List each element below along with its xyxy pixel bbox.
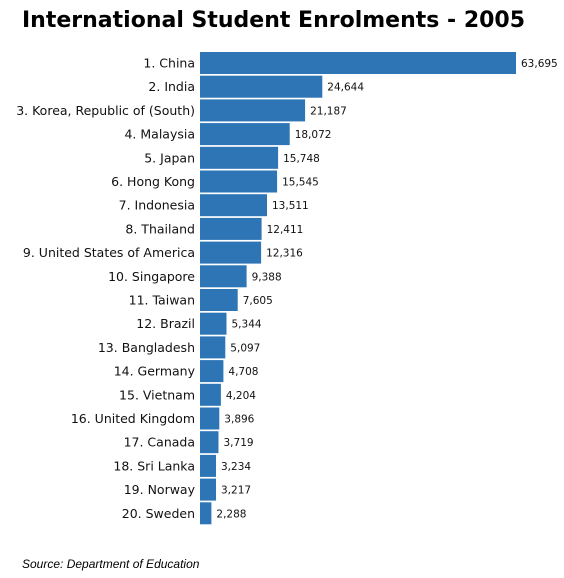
bar bbox=[200, 241, 262, 264]
chart-title: International Student Enrolments - 2005 bbox=[22, 8, 526, 33]
category-label: 5. Japan bbox=[144, 150, 195, 165]
bar bbox=[200, 407, 220, 430]
bar bbox=[200, 146, 279, 169]
category-label: 19. Norway bbox=[124, 482, 196, 497]
value-label: 15,748 bbox=[283, 153, 320, 165]
value-label: 7,605 bbox=[243, 295, 273, 307]
source-note: Source: Department of Education bbox=[22, 557, 200, 571]
value-label: 13,511 bbox=[272, 200, 309, 212]
value-label: 3,217 bbox=[221, 485, 251, 497]
category-label: 3. Korea, Republic of (South) bbox=[16, 103, 195, 118]
bar bbox=[200, 194, 267, 217]
bar bbox=[200, 289, 238, 311]
value-label: 4,708 bbox=[228, 366, 258, 378]
bar bbox=[200, 99, 306, 122]
value-label: 3,896 bbox=[224, 414, 254, 426]
bar bbox=[200, 478, 216, 501]
value-label: 4,204 bbox=[226, 390, 256, 402]
category-label: 2. India bbox=[148, 79, 195, 94]
value-label: 15,545 bbox=[282, 177, 319, 189]
value-label: 5,097 bbox=[230, 342, 260, 354]
category-label: 13. Bangladesh bbox=[98, 340, 195, 355]
value-label: 63,695 bbox=[521, 58, 558, 70]
category-label: 14. Germany bbox=[114, 364, 196, 379]
category-label: 16. United Kingdom bbox=[71, 411, 195, 426]
value-label: 18,072 bbox=[295, 129, 332, 141]
bar bbox=[200, 431, 219, 454]
value-label: 21,187 bbox=[310, 105, 347, 117]
category-label: 10. Singapore bbox=[108, 269, 195, 284]
category-label: 12. Brazil bbox=[136, 316, 195, 331]
bar bbox=[200, 383, 221, 406]
category-label: 9. United States of America bbox=[23, 245, 195, 260]
bar bbox=[200, 265, 247, 288]
category-label: 4. Malaysia bbox=[124, 127, 195, 142]
bar bbox=[200, 52, 516, 74]
bar bbox=[200, 502, 212, 525]
category-label: 8. Thailand bbox=[125, 221, 195, 236]
category-label: 15. Vietnam bbox=[119, 387, 195, 402]
bar bbox=[200, 360, 224, 383]
bar bbox=[200, 170, 278, 193]
category-label: 17. Canada bbox=[124, 435, 195, 450]
category-label: 1. China bbox=[143, 56, 195, 71]
category-label: 7. Indonesia bbox=[119, 198, 195, 213]
bar bbox=[200, 75, 323, 98]
value-label: 5,344 bbox=[232, 319, 262, 331]
category-label: 6. Hong Kong bbox=[111, 174, 195, 189]
value-label: 3,234 bbox=[221, 461, 251, 473]
value-label: 9,388 bbox=[252, 271, 282, 283]
category-label: 20. Sweden bbox=[122, 506, 195, 521]
bar bbox=[200, 454, 216, 477]
value-label: 3,719 bbox=[224, 437, 254, 449]
value-label: 12,316 bbox=[266, 248, 303, 260]
bar bbox=[200, 123, 290, 146]
value-label: 24,644 bbox=[327, 82, 364, 94]
value-label: 2,288 bbox=[216, 508, 246, 520]
bar bbox=[200, 312, 227, 335]
category-label: 11. Taiwan bbox=[129, 293, 195, 308]
bar bbox=[200, 336, 226, 359]
category-label: 18. Sri Lanka bbox=[113, 458, 195, 473]
bar bbox=[200, 217, 262, 240]
value-label: 12,411 bbox=[267, 224, 304, 236]
